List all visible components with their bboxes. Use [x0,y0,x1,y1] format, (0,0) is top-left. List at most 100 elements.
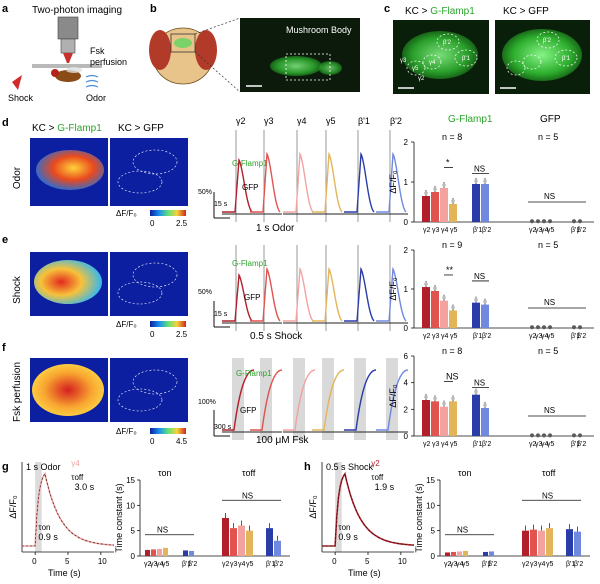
y-axis-label: ΔF/F₀ [388,277,398,301]
trace-sensor-γ3 [250,151,281,213]
cbar-min: 0 [150,437,155,446]
two-photon-label: Two-photon imaging [32,5,122,16]
bar-gfp-β'2 [578,433,582,438]
bar-gfp-γ2 [530,433,534,438]
lobe-label: γ5 [412,66,419,72]
x-tick-label: γ5 [246,561,254,568]
bar-ton-γ5 [463,550,468,556]
panel-letter-c: c [384,3,390,15]
x-tick-label: 5 [65,557,70,566]
x-tick-label: β'1 [473,227,482,234]
bar-gflamp-γ4 [440,188,448,222]
bar-gflamp-γ4 [440,300,448,328]
x-tick-label: β'1 [482,561,491,568]
cbar-label: ΔF/F₀ [116,209,137,218]
trace-label-sensor: G-Flamp1 [232,159,268,168]
bar-ton-β'2 [189,550,194,556]
fly-illustration [51,67,82,82]
bar-gflamp-γ5 [449,401,457,436]
x-tick-label: 0 [32,557,37,566]
compartment-label: γ5 [326,116,336,126]
bar-gfp-γ4 [542,219,546,224]
bar-gfp-γ2 [530,219,534,224]
stim-label-odor: 1 s Odor [256,223,295,234]
traces-fsk: G-Flamp1 GFP 100% 300 s [198,358,409,440]
x-tick-label: γ4 [541,333,549,340]
x-tick-label: β'1 [571,441,580,448]
y-tick-label: 2 [404,405,409,414]
data-point [433,286,437,290]
bar-gfp-γ3 [536,325,540,330]
odor-label: Odor [86,93,106,103]
toff-title: τoff [542,468,556,478]
data-point [442,401,446,406]
sig-label: NS [544,406,555,415]
trace-sensor-γ5 [312,151,343,213]
trace-sensor-γ4 [283,369,316,431]
trace-label-sensor: G-Flamp1 [236,369,272,378]
x-tick-label: γ2 [522,561,530,568]
y-tick-label: 0 [404,432,409,441]
bars-header-gflamp: G-Flamp1 [448,114,493,125]
trace-sensor-β'1 [344,266,375,322]
panel-letter-b: b [150,3,157,15]
cbar-min: 0 [150,219,155,228]
x-tick-label: 5 [365,557,370,566]
trace-sensor-β'2 [376,266,407,322]
n-label: n = 8 [442,346,462,356]
kinetic-fit [22,473,115,547]
fly-head-illustration [149,27,217,85]
compartment-label: γ4 [297,116,307,126]
trace-sensor-γ5 [312,369,345,431]
panel-letter-e: e [2,234,8,246]
cbar-max: 2.5 [176,219,188,228]
x-tick-label: 0 [332,557,337,566]
x-tick-label: γ4 [441,441,449,448]
x-tick-label: β'2 [188,561,197,568]
bar-gfp-β'1 [572,219,576,224]
y-tick-label: 5 [131,527,136,536]
bar-gflamp-γ5 [449,204,457,222]
bar-ton-γ3 [151,549,156,556]
y-axis-label: ΔF/F₀ [308,495,318,519]
sig-label: NS [544,192,555,201]
cbar-min: 0 [150,330,155,339]
y-tick-label: 4 [404,379,409,388]
data-point [483,299,487,304]
tau-on-value: 0.9 s [38,532,58,542]
scale-label-x: 300 s [214,424,232,431]
sig-label: * [446,158,450,168]
x-tick-label: γ3 [230,561,238,568]
x-tick-label: β'1 [266,561,275,568]
x-tick-label: 10 [98,557,107,566]
perfusion-label: perfusion [90,57,127,67]
x-tick-label: γ4 [238,561,246,568]
stim-label-fsk: 100 μM Fsk [256,435,309,446]
data-point [424,191,428,195]
trace-sensor-β'2 [376,151,407,213]
data-point [474,389,478,394]
cbar-max: 4.5 [176,437,188,446]
sig-label: NS [446,372,459,382]
trace-sensor-γ4 [283,266,314,322]
lobe-label: β'1 [562,56,571,62]
bar-toff-γ3 [230,528,237,556]
x-tick-label: γ3 [432,441,440,448]
x-tick-label: β'1 [571,227,580,234]
bar-gflamp-β'1 [472,184,480,222]
sig-label: NS [544,298,555,307]
sig-label: ** [446,265,454,275]
x-tick-label: γ4 [441,227,449,234]
y-axis-label: ΔF/F₀ [388,170,398,194]
y-axis-label: Time constant (s) [414,483,424,552]
bar-gflamp-γ3 [431,290,439,328]
x-tick-label: γ5 [450,441,458,448]
bar-gfp-γ5 [548,219,552,224]
y-tick-label: 15 [426,476,435,485]
sig-label: NS [474,272,485,281]
panel-letter-f: f [2,342,6,354]
sig-label: NS [157,526,168,535]
bar-gfp-γ2 [530,325,534,330]
